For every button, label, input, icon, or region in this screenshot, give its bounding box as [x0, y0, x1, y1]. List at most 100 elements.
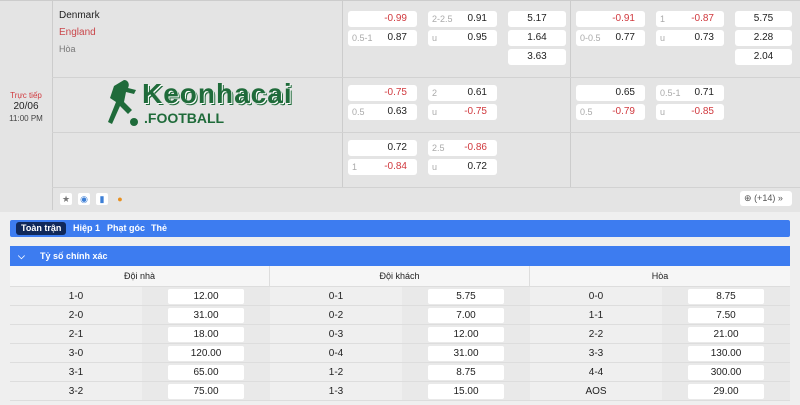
score-label: 1-3 — [328, 386, 344, 397]
logo-subtext: .FOOTBALL — [144, 110, 225, 126]
eye-icon[interactable]: ◉ — [78, 193, 90, 205]
ah-away-odd[interactable]: 0.5 0.63 — [348, 104, 417, 120]
fh-ah-away-odd[interactable]: 0-0.5 0.77 — [576, 30, 645, 46]
table-row: 1-1 7.50 — [530, 306, 790, 325]
score-label: 3-2 — [68, 386, 84, 397]
ah-away-odd[interactable]: 0.5-1 0.87 — [348, 30, 417, 46]
star-icon[interactable]: ★ — [60, 193, 72, 205]
score-odd[interactable]: 8.75 — [428, 365, 504, 380]
column-header: Hòa — [530, 266, 790, 287]
table-row: 0-4 31.00 — [270, 344, 530, 363]
correct-score-header[interactable]: ⌵ Tỷ số chính xác — [10, 246, 790, 266]
chevron-down-icon: » — [777, 193, 783, 203]
1x2-draw-odd[interactable]: 3.63 — [508, 49, 566, 65]
score-label: 0-0 — [588, 291, 604, 302]
stats-icon[interactable]: ▮ — [96, 193, 108, 205]
score-label: 0-4 — [328, 348, 344, 359]
score-odd[interactable]: 120.00 — [168, 346, 244, 361]
score-label: 0-2 — [328, 310, 344, 321]
table-row: 1-2 8.75 — [270, 363, 530, 382]
match-time: 11:00 PM — [9, 114, 43, 123]
score-label: 3-0 — [68, 348, 84, 359]
score-odd[interactable]: 31.00 — [428, 346, 504, 361]
market-tabs: Toàn trận Hiệp 1 Phạt góc Thẻ — [10, 220, 790, 237]
fh-ah-home-odd[interactable]: 0.65 — [576, 85, 645, 101]
more-markets-button[interactable]: ⊕ (+14) » — [740, 191, 792, 206]
ah-away-odd[interactable]: 1 -0.84 — [348, 159, 417, 175]
live-status: Trực tiếp — [10, 91, 42, 100]
ou-under-odd[interactable]: u 0.95 — [428, 30, 497, 46]
table-row: 2-0 31.00 — [10, 306, 270, 325]
score-odd[interactable]: 15.00 — [428, 384, 504, 399]
1x2-home-odd[interactable]: 5.17 — [508, 11, 566, 27]
fh-ou-under-odd[interactable]: u -0.85 — [656, 104, 724, 120]
score-odd[interactable]: 7.50 — [688, 308, 764, 323]
table-row: 0-1 5.75 — [270, 287, 530, 306]
score-odd[interactable]: 75.00 — [168, 384, 244, 399]
draw-label: Hòa — [59, 44, 76, 54]
score-odd[interactable]: 130.00 — [688, 346, 764, 361]
fh-1x2-home-odd[interactable]: 5.75 — [735, 11, 792, 27]
fh-ou-over-odd[interactable]: 1 -0.87 — [656, 11, 724, 27]
score-odd[interactable]: 21.00 — [688, 327, 764, 342]
score-odd[interactable]: 12.00 — [168, 289, 244, 304]
ou-under-odd[interactable]: u 0.72 — [428, 159, 497, 175]
score-label: 1-2 — [328, 367, 344, 378]
column-header: Đội nhà — [10, 266, 269, 287]
table-row: 2-1 18.00 — [10, 325, 270, 344]
table-row: 2-2 21.00 — [530, 325, 790, 344]
fh-1x2-away-odd[interactable]: 2.28 — [735, 30, 792, 46]
globe-icon: ⊕ — [744, 193, 752, 203]
logo-text: Keonhacai — [142, 78, 293, 109]
score-odd[interactable]: 300.00 — [688, 365, 764, 380]
ah-home-odd[interactable]: 0.72 — [348, 140, 417, 156]
live-stream-icon[interactable]: ● — [117, 194, 123, 204]
table-row: 4-4 300.00 — [530, 363, 790, 382]
score-odd[interactable]: 5.75 — [428, 289, 504, 304]
football-player-icon — [108, 80, 138, 126]
score-label: 4-4 — [588, 367, 604, 378]
fh-ah-away-odd[interactable]: 0.5 -0.79 — [576, 104, 645, 120]
fh-ou-under-odd[interactable]: u 0.73 — [656, 30, 724, 46]
score-odd[interactable]: 7.00 — [428, 308, 504, 323]
table-row: 3-2 75.00 — [10, 382, 270, 401]
ou-over-odd[interactable]: 2.5 -0.86 — [428, 140, 497, 156]
ou-under-odd[interactable]: u -0.75 — [428, 104, 497, 120]
tab-corners[interactable]: Phạt góc — [107, 223, 146, 233]
1x2-away-odd[interactable]: 1.64 — [508, 30, 566, 46]
score-odd[interactable]: 8.75 — [688, 289, 764, 304]
table-row: 3-1 65.00 — [10, 363, 270, 382]
column-header: Đội khách — [270, 266, 529, 287]
watermark-logo: Keonhacai .FOOTBALL — [104, 78, 314, 128]
home-team[interactable]: Denmark — [59, 10, 100, 21]
tab-first-half[interactable]: Hiệp 1 — [73, 223, 101, 233]
fh-1x2-draw-odd[interactable]: 2.04 — [735, 49, 792, 65]
score-odd[interactable]: 18.00 — [168, 327, 244, 342]
score-label: 3-1 — [68, 367, 84, 378]
fh-ah-home-odd[interactable]: -0.91 — [576, 11, 645, 27]
score-label: 0-1 — [328, 291, 344, 302]
table-row: AOS 29.00 — [530, 382, 790, 401]
score-label: 1-1 — [588, 310, 604, 321]
fh-ou-over-odd[interactable]: 0.5-1 0.71 — [656, 85, 724, 101]
ou-over-odd[interactable]: 2 0.61 — [428, 85, 497, 101]
ou-over-odd[interactable]: 2-2.5 0.91 — [428, 11, 497, 27]
table-row: 3-0 120.00 — [10, 344, 270, 363]
ah-home-odd[interactable]: -0.99 — [348, 11, 417, 27]
tab-cards[interactable]: Thẻ — [151, 223, 168, 233]
score-label: 2-2 — [588, 329, 604, 340]
score-label: AOS — [585, 386, 607, 397]
away-team[interactable]: England — [59, 27, 96, 38]
score-label: 2-1 — [68, 329, 84, 340]
score-odd[interactable]: 29.00 — [688, 384, 764, 399]
tab-full-match[interactable]: Toàn trận — [16, 222, 67, 235]
score-label: 2-0 — [68, 310, 84, 321]
score-label: 1-0 — [68, 291, 84, 302]
score-odd[interactable]: 12.00 — [428, 327, 504, 342]
score-odd[interactable]: 31.00 — [168, 308, 244, 323]
score-odd[interactable]: 65.00 — [168, 365, 244, 380]
table-row: 0-2 7.00 — [270, 306, 530, 325]
table-row: 3-3 130.00 — [530, 344, 790, 363]
table-row: 0-3 12.00 — [270, 325, 530, 344]
ah-home-odd[interactable]: -0.75 — [348, 85, 417, 101]
